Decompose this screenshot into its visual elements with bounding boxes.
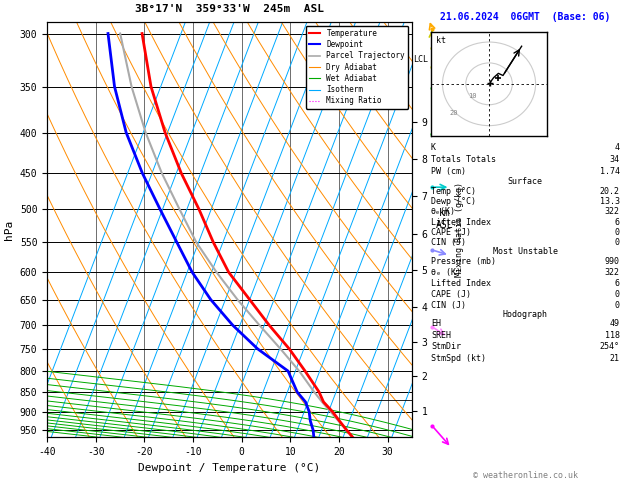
Text: 49: 49 bbox=[610, 319, 620, 328]
Text: 1.74: 1.74 bbox=[599, 167, 620, 176]
Text: CAPE (J): CAPE (J) bbox=[431, 228, 471, 237]
Text: CAPE (J): CAPE (J) bbox=[431, 290, 471, 299]
Text: SREH: SREH bbox=[431, 330, 451, 340]
Text: kt: kt bbox=[435, 36, 445, 45]
Text: 0: 0 bbox=[615, 290, 620, 299]
Text: StmSpd (kt): StmSpd (kt) bbox=[431, 354, 486, 363]
Text: Most Unstable: Most Unstable bbox=[493, 247, 558, 256]
Text: EH: EH bbox=[431, 319, 441, 328]
Text: Surface: Surface bbox=[508, 177, 543, 186]
Text: Mixing Ratio (g/kg): Mixing Ratio (g/kg) bbox=[455, 182, 464, 277]
Text: 6: 6 bbox=[615, 279, 620, 288]
Text: StmDir: StmDir bbox=[431, 342, 461, 351]
Text: 34: 34 bbox=[610, 155, 620, 164]
Text: Totals Totals: Totals Totals bbox=[431, 155, 496, 164]
Text: 990: 990 bbox=[604, 257, 620, 265]
Text: 3B°17'N  359°33'W  245m  ASL: 3B°17'N 359°33'W 245m ASL bbox=[135, 3, 324, 14]
Text: Pressure (mb): Pressure (mb) bbox=[431, 257, 496, 265]
Text: PW (cm): PW (cm) bbox=[431, 167, 466, 176]
Text: 4: 4 bbox=[615, 142, 620, 152]
Text: 322: 322 bbox=[604, 207, 620, 216]
Text: θₑ (K): θₑ (K) bbox=[431, 268, 461, 277]
Text: CIN (J): CIN (J) bbox=[431, 238, 466, 247]
Text: 10: 10 bbox=[469, 93, 477, 100]
Text: 0: 0 bbox=[615, 301, 620, 310]
Text: 13.3: 13.3 bbox=[599, 197, 620, 206]
Text: Lifted Index: Lifted Index bbox=[431, 218, 491, 226]
Text: 322: 322 bbox=[604, 268, 620, 277]
Text: 6: 6 bbox=[615, 218, 620, 226]
Text: 118: 118 bbox=[604, 330, 620, 340]
Text: 254°: 254° bbox=[599, 342, 620, 351]
Text: Hodograph: Hodograph bbox=[503, 310, 548, 319]
Text: K: K bbox=[431, 142, 436, 152]
Text: θₑ(K): θₑ(K) bbox=[431, 207, 456, 216]
Text: 20: 20 bbox=[450, 110, 459, 116]
Text: 21: 21 bbox=[610, 354, 620, 363]
Y-axis label: hPa: hPa bbox=[4, 220, 14, 240]
Text: CIN (J): CIN (J) bbox=[431, 301, 466, 310]
Text: © weatheronline.co.uk: © weatheronline.co.uk bbox=[473, 471, 577, 480]
Text: Temp (°C): Temp (°C) bbox=[431, 187, 476, 195]
Legend: Temperature, Dewpoint, Parcel Trajectory, Dry Adiabat, Wet Adiabat, Isotherm, Mi: Temperature, Dewpoint, Parcel Trajectory… bbox=[306, 26, 408, 108]
Text: Lifted Index: Lifted Index bbox=[431, 279, 491, 288]
Text: LCL: LCL bbox=[413, 55, 428, 64]
Text: 21.06.2024  06GMT  (Base: 06): 21.06.2024 06GMT (Base: 06) bbox=[440, 12, 610, 22]
Y-axis label: km
ASL: km ASL bbox=[435, 208, 453, 230]
Text: Dewp (°C): Dewp (°C) bbox=[431, 197, 476, 206]
Text: 20.2: 20.2 bbox=[599, 187, 620, 195]
Text: 0: 0 bbox=[615, 238, 620, 247]
Text: 0: 0 bbox=[615, 228, 620, 237]
X-axis label: Dewpoint / Temperature (°C): Dewpoint / Temperature (°C) bbox=[138, 463, 321, 473]
